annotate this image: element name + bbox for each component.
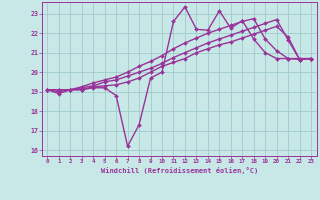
X-axis label: Windchill (Refroidissement éolien,°C): Windchill (Refroidissement éolien,°C) bbox=[100, 167, 258, 174]
